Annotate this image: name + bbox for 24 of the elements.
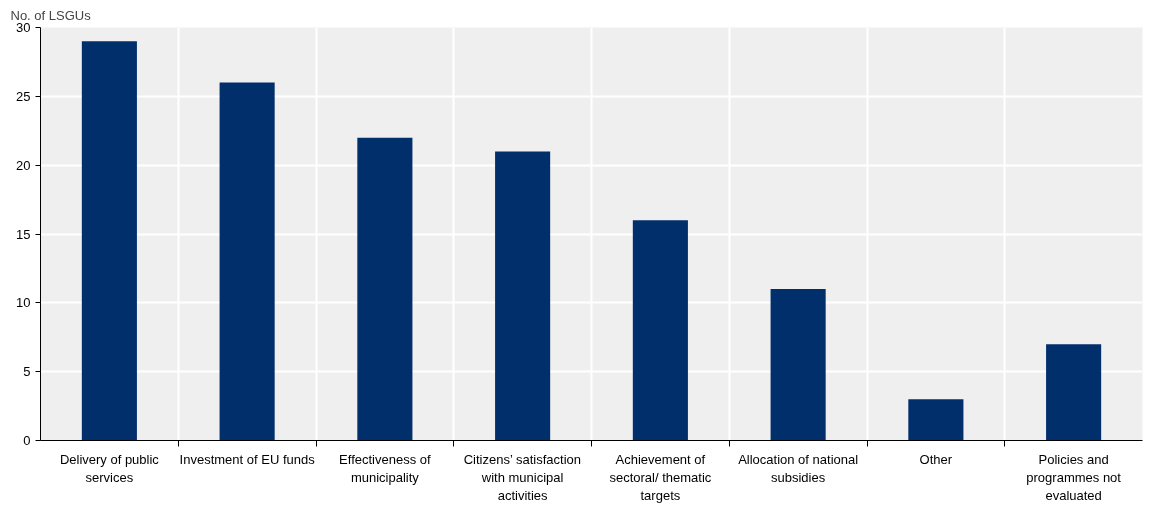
y-tick-label: 10 xyxy=(16,295,31,311)
y-tick-label: 15 xyxy=(16,226,31,242)
y-axis-title: No. of LSGUs xyxy=(10,7,92,23)
y-tick-label: 20 xyxy=(16,157,31,173)
x-tick-label: Investment of EU funds xyxy=(179,451,316,467)
bar xyxy=(81,41,137,441)
x-tick-label: Effectiveness of municipality xyxy=(339,451,432,485)
x-tick-label: Policies and programmes not evaluated xyxy=(1026,451,1122,503)
y-tick-label: 0 xyxy=(23,433,31,448)
bar xyxy=(908,399,964,441)
bar xyxy=(1046,344,1102,441)
bar xyxy=(219,82,275,441)
y-tick-label: 30 xyxy=(16,20,31,35)
x-tick-label: Citizens’ satisfaction with municipal activities xyxy=(463,451,582,503)
y-tick-label: 25 xyxy=(16,88,31,104)
bar xyxy=(770,289,826,441)
x-tick-label: Other xyxy=(919,451,953,467)
bar xyxy=(495,151,551,441)
bar xyxy=(632,220,688,441)
x-tick-label: Allocation of national subsidies xyxy=(738,451,859,485)
x-tick-label: Delivery of public services xyxy=(59,451,160,485)
y-tick-label: 5 xyxy=(23,364,31,380)
x-tick-label: Achievement of sectoral/ thematic targets xyxy=(609,451,712,503)
bar xyxy=(357,137,413,441)
